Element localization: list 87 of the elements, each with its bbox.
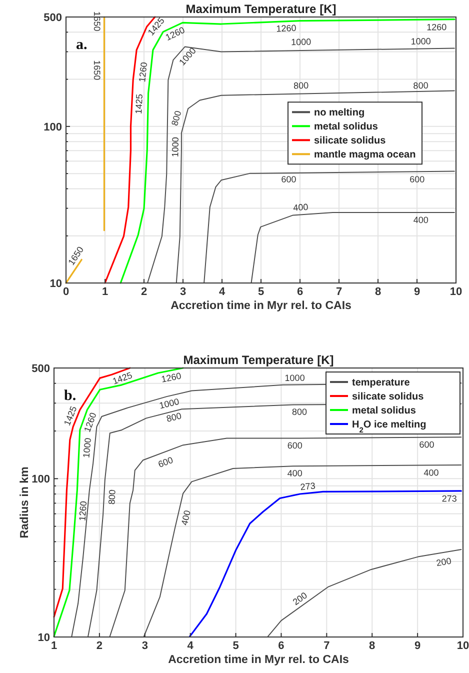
line-series xyxy=(204,170,455,284)
annotation: 273 xyxy=(300,480,316,492)
annotation: 1425 xyxy=(111,370,134,386)
x-tick-label: 2 xyxy=(140,286,148,298)
line-series xyxy=(147,46,455,284)
annotation: 200 xyxy=(436,556,452,568)
legend-label: mantle magma ocean xyxy=(314,150,416,161)
annotation: 800 xyxy=(106,489,118,505)
x-tick-label: 9 xyxy=(414,640,421,652)
x-tick-label: 5 xyxy=(232,640,239,652)
annotation: 1260 xyxy=(160,370,182,384)
x-tick-label: 3 xyxy=(142,640,148,652)
annotation: 400 xyxy=(424,468,439,478)
annotation: 1260 xyxy=(276,22,296,34)
x-tick-label: 7 xyxy=(324,640,330,652)
annotation: 400 xyxy=(413,215,428,226)
annotation: 600 xyxy=(156,454,174,470)
annotation: 1425 xyxy=(134,94,145,114)
y-tick-label: 10 xyxy=(38,632,50,644)
line-series xyxy=(189,490,462,638)
annotation: 800 xyxy=(293,80,309,91)
x-tick-label: 1 xyxy=(50,640,58,652)
annotation: 400 xyxy=(287,468,302,478)
annotation: 600 xyxy=(287,440,302,450)
annotation: 800 xyxy=(292,406,307,417)
annotation: 800 xyxy=(413,80,428,91)
x-tick-label: 0 xyxy=(62,286,70,298)
x-tick-label: 5 xyxy=(258,286,264,298)
line-series xyxy=(120,18,456,284)
x-tick-label: 1 xyxy=(102,286,108,298)
annotation: 1260 xyxy=(82,411,98,434)
line-series xyxy=(250,212,455,284)
annotation: 1000 xyxy=(158,396,180,411)
x-tick-label: 4 xyxy=(187,640,194,652)
annotation: 400 xyxy=(179,509,193,526)
x-tick-label: 8 xyxy=(369,640,376,652)
annotation: 800 xyxy=(165,410,182,424)
annotation: 1000 xyxy=(290,36,312,48)
annotation: 1425 xyxy=(62,404,79,428)
x-tick-label: 3 xyxy=(180,286,186,298)
annotation: b. xyxy=(64,388,76,404)
legend-label: metal solidus xyxy=(314,122,378,133)
annotation: 200 xyxy=(290,590,309,608)
annotation: 600 xyxy=(419,440,434,450)
x-tick-label: 4 xyxy=(218,286,226,298)
annotation: 1260 xyxy=(77,500,89,522)
annotation: 1260 xyxy=(426,22,447,32)
annotation: 800 xyxy=(170,110,184,127)
x-tick-label: 10 xyxy=(456,640,469,652)
x-tick-label: 7 xyxy=(336,286,342,298)
line-series xyxy=(109,436,462,637)
x-tick-label: 2 xyxy=(96,640,103,652)
legend-label: silicate solidus xyxy=(352,392,424,402)
annotation: 1000 xyxy=(81,437,94,458)
chart-title: Maximum Temperature [K] xyxy=(186,2,336,16)
x-axis-title: Accretion time in Myr rel. to CAIs xyxy=(168,654,349,666)
x-tick-label: 6 xyxy=(296,286,304,298)
y-tick-label: 10 xyxy=(50,278,62,290)
chart-title: Maximum Temperature [K] xyxy=(183,353,334,367)
annotation: 1260 xyxy=(136,62,150,83)
x-axis-title: Accretion time in Myr rel. to CAIs xyxy=(170,300,352,312)
line-series xyxy=(53,367,131,618)
annotation: 400 xyxy=(292,202,309,213)
x-tick-label: 10 xyxy=(450,286,462,298)
annotation: 600 xyxy=(410,174,425,184)
annotation: 1650 xyxy=(92,60,102,80)
x-tick-label: 8 xyxy=(374,286,382,298)
x-tick-label: 9 xyxy=(414,286,420,298)
annotation: 1000 xyxy=(410,36,431,47)
legend-label: H$_{2}$O ice melting xyxy=(352,420,426,434)
y-tick-label: 100 xyxy=(32,474,50,486)
annotation: 1000 xyxy=(170,136,180,158)
legend-label: silicate solidus xyxy=(314,136,386,147)
y-axis-title: Radius in km xyxy=(19,466,31,538)
legend-label: metal solidus xyxy=(352,406,416,416)
annotation: a. xyxy=(76,37,88,53)
annotation: 1000 xyxy=(284,372,305,383)
legend-label: no melting xyxy=(314,108,365,119)
x-tick-label: 6 xyxy=(278,640,284,652)
annotation: 600 xyxy=(281,174,296,184)
annotation: 1260 xyxy=(164,24,186,43)
y-tick-label: 500 xyxy=(32,362,50,375)
line-series xyxy=(268,548,462,637)
y-tick-label: 100 xyxy=(44,121,62,134)
annotation: 273 xyxy=(442,494,457,504)
y-tick-label: 500 xyxy=(44,12,62,24)
legend-label: temperature xyxy=(352,378,410,388)
